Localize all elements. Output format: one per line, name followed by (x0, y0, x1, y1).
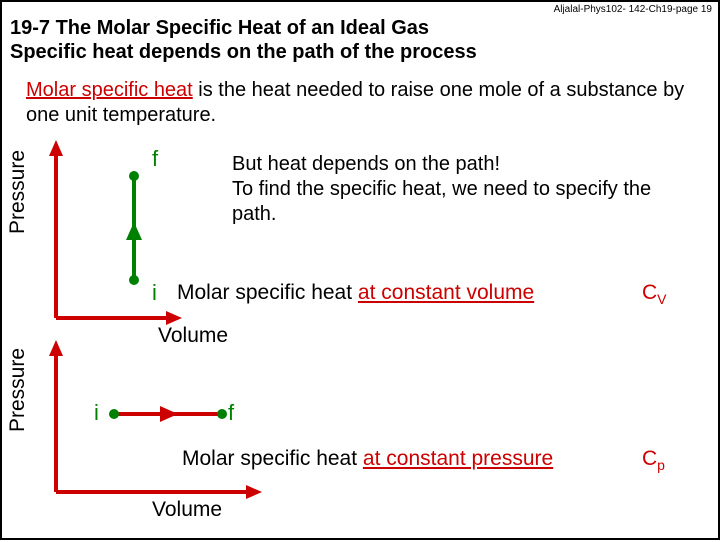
pv-diagram-svg (2, 2, 720, 542)
